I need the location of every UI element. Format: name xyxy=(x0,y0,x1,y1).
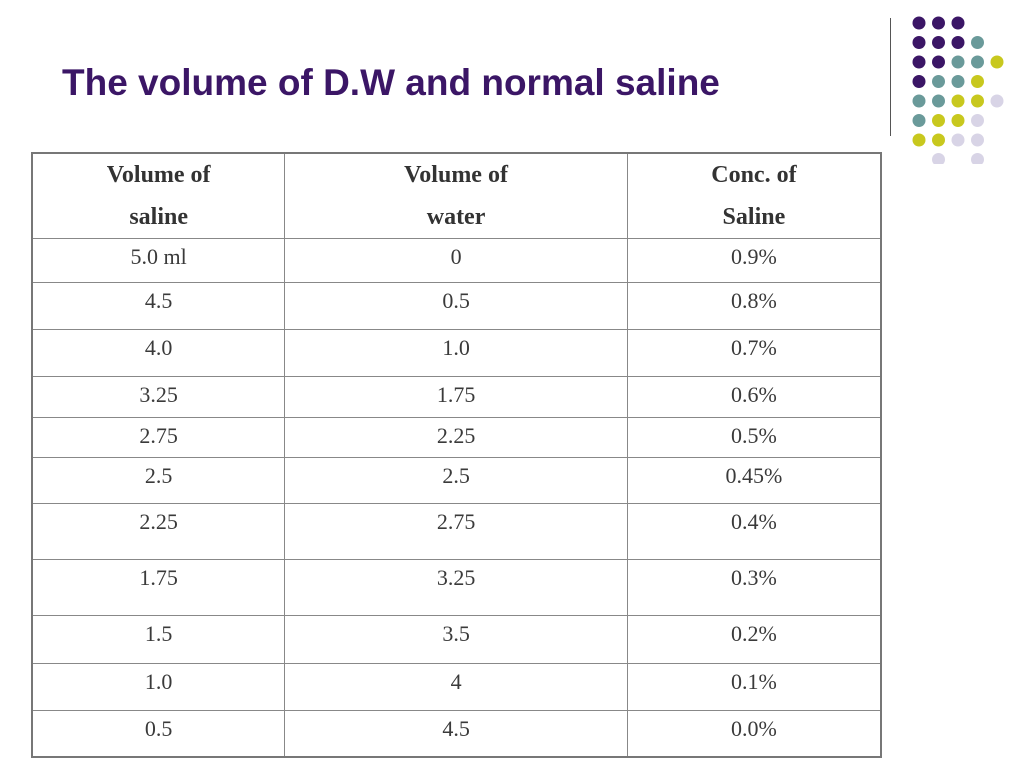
decorative-dot xyxy=(971,75,984,88)
cell-water: 0.5 xyxy=(284,282,628,330)
cell-saline: 1.75 xyxy=(31,559,286,616)
table-row: 1.5 3.5 0.2% xyxy=(31,615,882,664)
table-row: 1.0 4 0.1% xyxy=(31,663,882,711)
cell-saline: 0.5 xyxy=(31,710,286,757)
table-header-row: Volume of saline Volume of water Conc. of S… xyxy=(31,152,882,239)
decorative-dot xyxy=(912,36,926,49)
cell-saline: 4.5 xyxy=(31,282,286,330)
cell-water: 3.25 xyxy=(284,559,628,616)
decorative-dot xyxy=(932,133,945,147)
decorative-dot xyxy=(990,94,1004,108)
decorative-dot xyxy=(932,36,945,49)
cell-water: 2.25 xyxy=(284,417,628,458)
cell-saline: 2.5 xyxy=(31,457,286,504)
decorative-dot xyxy=(912,94,926,108)
cell-conc: 0.5% xyxy=(626,417,882,458)
cell-water: 0 xyxy=(284,238,628,283)
cell-saline: 2.25 xyxy=(31,503,286,560)
table-row: 0.5 4.5 0.0% xyxy=(31,710,882,757)
decorative-dot xyxy=(912,16,926,30)
header-volume-saline: Volume of saline xyxy=(31,152,286,239)
cell-water: 2.5 xyxy=(284,457,628,504)
header-volume-water: Volume of water xyxy=(284,152,628,239)
cell-saline: 2.75 xyxy=(31,417,286,458)
table-row: 5.0 ml 0 0.9% xyxy=(31,238,882,283)
cell-conc: 0.3% xyxy=(626,559,882,616)
cell-water: 1.0 xyxy=(284,329,628,377)
decorative-dot xyxy=(912,55,926,69)
cell-conc: 0.7% xyxy=(626,329,882,377)
cell-conc: 0.1% xyxy=(626,663,882,711)
cell-saline: 1.5 xyxy=(31,615,286,664)
cell-conc: 0.9% xyxy=(626,238,882,283)
decorative-dot xyxy=(951,36,965,49)
cell-conc: 0.6% xyxy=(626,376,882,418)
decorative-dot xyxy=(932,75,945,88)
cell-water: 4 xyxy=(284,663,628,711)
decorative-dot xyxy=(971,94,984,108)
decorative-dot xyxy=(971,114,984,127)
cell-conc: 0.8% xyxy=(626,282,882,330)
table-row: 3.25 1.75 0.6% xyxy=(31,376,882,418)
decorative-dot xyxy=(932,114,945,127)
decorative-dot xyxy=(912,114,926,127)
table-row: 1.75 3.25 0.3% xyxy=(31,559,882,616)
decorative-dot xyxy=(932,55,945,69)
decorative-dot xyxy=(971,133,984,147)
table-row: 4.0 1.0 0.7% xyxy=(31,329,882,377)
cell-water: 4.5 xyxy=(284,710,628,757)
decorative-dot xyxy=(971,36,984,49)
decorative-dot xyxy=(932,94,945,108)
table-row: 2.25 2.75 0.4% xyxy=(31,503,882,560)
cell-water: 3.5 xyxy=(284,615,628,664)
cell-saline: 3.25 xyxy=(31,376,286,418)
saline-dilution-table: Volume of saline Volume of water Conc. of S… xyxy=(31,152,882,758)
decorative-dot xyxy=(971,55,984,69)
decorative-divider xyxy=(890,18,891,136)
cell-conc: 0.4% xyxy=(626,503,882,560)
table-row: 4.5 0.5 0.8% xyxy=(31,282,882,330)
table-row: 2.75 2.25 0.5% xyxy=(31,417,882,458)
header-conc-saline: Conc. of Saline xyxy=(626,152,882,239)
decorative-dot xyxy=(951,16,965,30)
slide-title: The volume of D.W and normal saline xyxy=(62,62,720,103)
decorative-dot xyxy=(932,16,945,30)
cell-conc: 0.2% xyxy=(626,615,882,664)
decorative-dot xyxy=(990,55,1004,69)
cell-saline: 4.0 xyxy=(31,329,286,377)
cell-conc: 0.45% xyxy=(626,457,882,504)
cell-water: 2.75 xyxy=(284,503,628,560)
decorative-dot xyxy=(951,75,965,88)
decorative-dot xyxy=(951,94,965,108)
decorative-dot xyxy=(951,55,965,69)
decorative-dot xyxy=(912,133,926,147)
table-row: 2.5 2.5 0.45% xyxy=(31,457,882,504)
cell-conc: 0.0% xyxy=(626,710,882,757)
decorative-dot xyxy=(951,133,965,147)
decorative-dot-grid xyxy=(912,16,1004,164)
cell-saline: 1.0 xyxy=(31,663,286,711)
decorative-dot xyxy=(951,114,965,127)
decorative-dot xyxy=(971,153,984,164)
decorative-dot xyxy=(912,75,926,88)
cell-saline: 5.0 ml xyxy=(31,238,286,283)
cell-water: 1.75 xyxy=(284,376,628,418)
decorative-dot xyxy=(932,153,945,164)
